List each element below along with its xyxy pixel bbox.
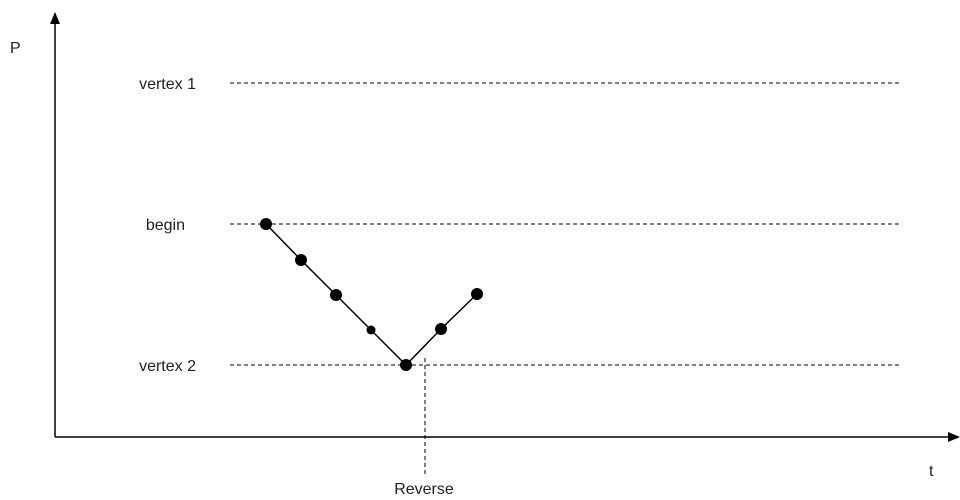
y-axis-arrow-icon <box>50 12 60 24</box>
begin-label: begin <box>146 217 185 234</box>
sweep-point-2 <box>295 254 307 266</box>
y-axis-label: P <box>10 40 21 57</box>
sweep-path <box>265 223 478 367</box>
vertex2-label: vertex 2 <box>139 358 196 375</box>
reverse-label: Reverse <box>394 481 454 498</box>
x-axis-label: t <box>929 463 934 480</box>
sweep-point-7 <box>471 288 483 300</box>
sweep-point-1 <box>260 218 272 230</box>
sweep-point-6 <box>435 323 447 335</box>
sweep-points <box>260 218 483 371</box>
sweep-point-5 <box>400 359 412 371</box>
vertex1-label: vertex 1 <box>139 76 196 93</box>
x-axis-arrow-icon <box>948 432 960 442</box>
sweep-point-4 <box>366 325 376 335</box>
sweep-point-3 <box>330 289 342 301</box>
